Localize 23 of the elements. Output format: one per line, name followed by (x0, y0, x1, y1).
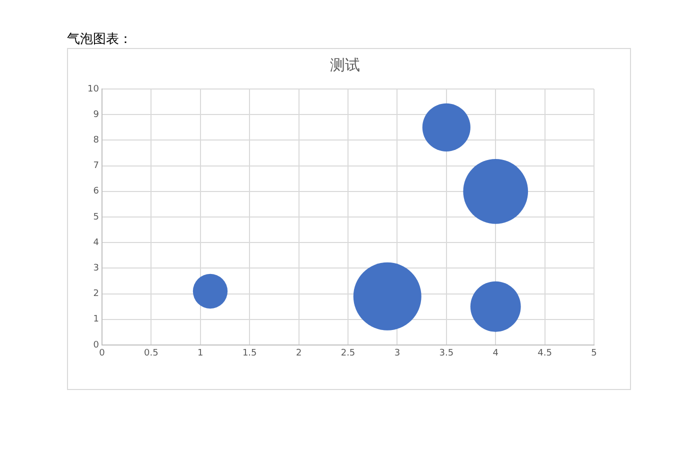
x-tick-label: 3 (394, 348, 400, 359)
x-tick-label: 3.5 (439, 348, 454, 359)
y-tick-label: 7 (93, 161, 99, 172)
y-tick-label: 9 (93, 110, 100, 120)
x-tick-label: 4 (492, 348, 499, 359)
x-tick-label: 1 (198, 348, 204, 359)
y-tick-label: 0 (93, 340, 100, 350)
y-tick-label: 2 (93, 289, 99, 300)
y-tick-label: 3 (93, 264, 99, 274)
x-tick-label: 4.5 (538, 348, 552, 359)
x-tick-label: 0.5 (144, 348, 158, 359)
chart-title: 测试 (330, 56, 360, 74)
y-tick-label: 4 (93, 238, 100, 248)
x-tick-label: 2 (296, 348, 302, 359)
x-tick-label: 1.5 (242, 348, 257, 359)
y-tick-label: 1 (93, 314, 99, 325)
x-tick-label: 5 (591, 348, 597, 359)
y-tick-label: 8 (93, 136, 100, 146)
x-tick-label: 2.5 (340, 348, 356, 359)
y-tick-label: 10 (88, 84, 100, 94)
y-tick-label: 5 (93, 212, 99, 222)
y-tick-label: 6 (93, 186, 100, 197)
text: 气泡图表： (67, 31, 133, 48)
